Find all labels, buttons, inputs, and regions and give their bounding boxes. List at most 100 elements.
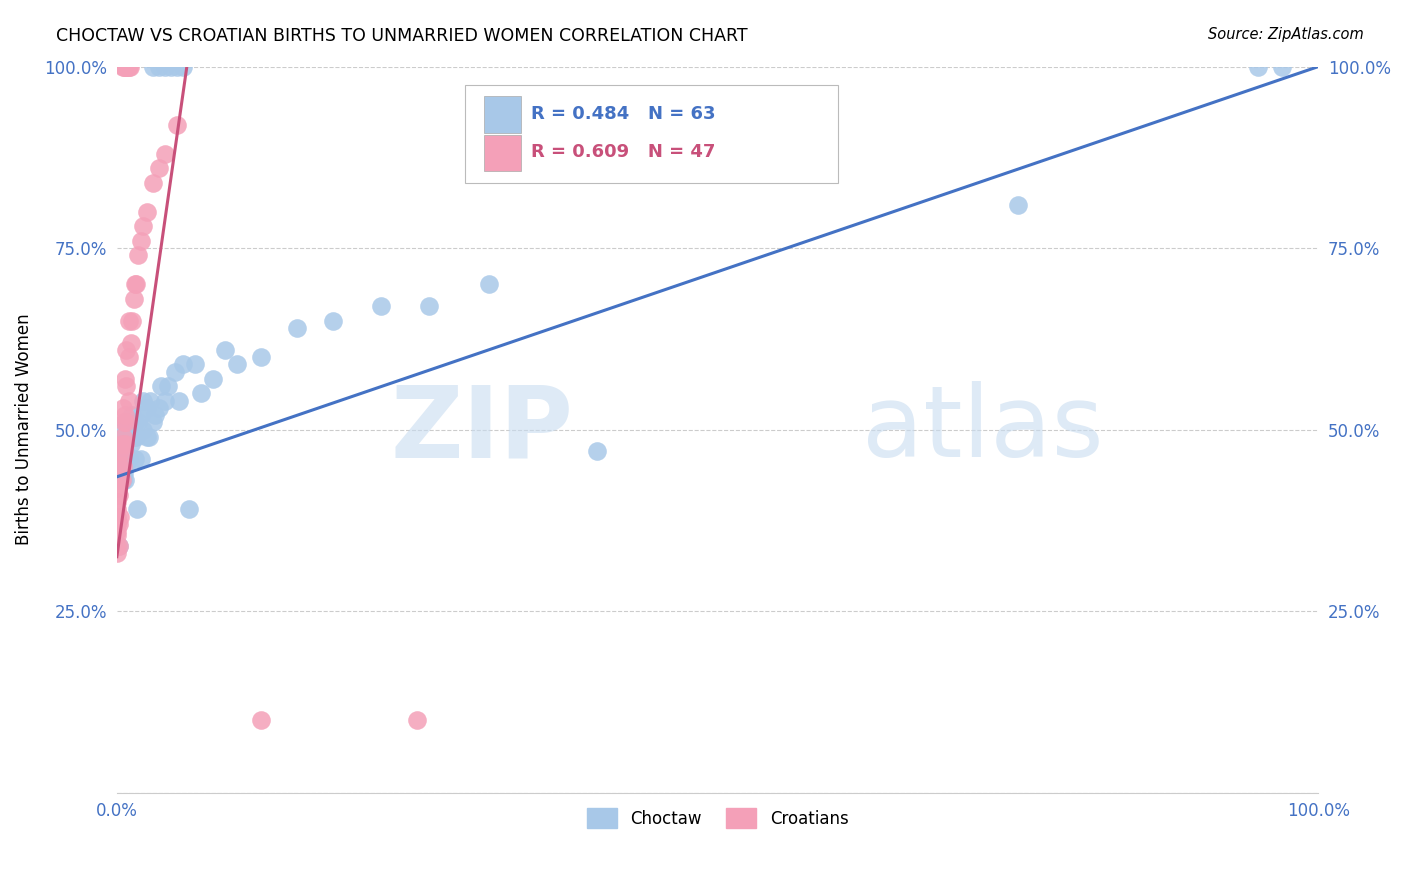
Point — [190, 386, 212, 401]
Point — [118, 451, 141, 466]
Text: atlas: atlas — [862, 381, 1104, 478]
Point — [322, 314, 344, 328]
Point — [285, 321, 308, 335]
Point — [105, 539, 128, 553]
Point — [163, 365, 186, 379]
Point — [115, 416, 138, 430]
Text: ZIP: ZIP — [391, 381, 574, 478]
Point — [115, 416, 138, 430]
Point — [108, 516, 131, 531]
Point — [406, 713, 429, 727]
Point — [148, 161, 170, 176]
Point — [148, 401, 170, 415]
Point — [110, 466, 132, 480]
Point — [115, 451, 138, 466]
Point — [110, 462, 132, 476]
Point — [166, 118, 188, 132]
Text: Source: ZipAtlas.com: Source: ZipAtlas.com — [1208, 27, 1364, 42]
Legend: Choctaw, Croatians: Choctaw, Croatians — [579, 802, 855, 835]
Point — [114, 437, 136, 451]
Point — [111, 458, 134, 473]
Point — [1007, 197, 1029, 211]
Point — [105, 524, 128, 539]
Point — [118, 350, 141, 364]
Point — [153, 146, 176, 161]
Point — [121, 408, 143, 422]
Point — [105, 495, 128, 509]
Point — [169, 393, 191, 408]
Point — [124, 277, 146, 292]
Point — [118, 314, 141, 328]
Point — [184, 357, 207, 371]
Point — [105, 502, 128, 516]
Point — [110, 474, 132, 488]
Point — [112, 423, 135, 437]
Y-axis label: Births to Unmarried Women: Births to Unmarried Women — [15, 314, 32, 545]
Point — [135, 204, 157, 219]
Point — [148, 60, 170, 74]
Point — [118, 393, 141, 408]
Point — [125, 430, 148, 444]
Text: CHOCTAW VS CROATIAN BIRTHS TO UNMARRIED WOMEN CORRELATION CHART: CHOCTAW VS CROATIAN BIRTHS TO UNMARRIED … — [56, 27, 748, 45]
Point — [105, 458, 128, 473]
Point — [160, 60, 183, 74]
Point — [114, 60, 136, 74]
Point — [105, 509, 128, 524]
Point — [108, 451, 131, 466]
Point — [132, 423, 155, 437]
Point — [115, 343, 138, 357]
Point — [129, 408, 152, 422]
Point — [1271, 60, 1294, 74]
Point — [142, 176, 165, 190]
Point — [127, 248, 149, 262]
Point — [112, 466, 135, 480]
Point — [108, 488, 131, 502]
Point — [120, 437, 142, 451]
Point — [105, 516, 128, 531]
Point — [120, 335, 142, 350]
Point — [111, 60, 134, 74]
Point — [370, 299, 392, 313]
Point — [115, 458, 138, 473]
Point — [142, 416, 165, 430]
Point — [110, 509, 132, 524]
Point — [177, 502, 200, 516]
Point — [117, 60, 139, 74]
Point — [122, 292, 145, 306]
Point — [118, 60, 141, 74]
Point — [201, 372, 224, 386]
Point — [139, 393, 162, 408]
Point — [108, 539, 131, 553]
Point — [127, 416, 149, 430]
Point — [111, 437, 134, 451]
Point — [105, 470, 128, 484]
Point — [124, 451, 146, 466]
Point — [115, 379, 138, 393]
Point — [172, 60, 194, 74]
Point — [153, 60, 176, 74]
Point — [108, 466, 131, 480]
Point — [132, 393, 155, 408]
Point — [250, 713, 273, 727]
Point — [125, 277, 148, 292]
Point — [111, 401, 134, 415]
Point — [112, 458, 135, 473]
Point — [143, 408, 166, 422]
Point — [118, 60, 141, 74]
Point — [110, 444, 132, 458]
Point — [157, 379, 180, 393]
Point — [111, 430, 134, 444]
Point — [132, 219, 155, 234]
Point — [586, 444, 609, 458]
Point — [118, 423, 141, 437]
Point — [478, 277, 501, 292]
Point — [1247, 60, 1270, 74]
Point — [166, 60, 188, 74]
Point — [108, 539, 131, 553]
Point — [114, 372, 136, 386]
Point — [135, 401, 157, 415]
Point — [138, 430, 160, 444]
Point — [127, 502, 149, 516]
Point — [114, 474, 136, 488]
Point — [111, 474, 134, 488]
